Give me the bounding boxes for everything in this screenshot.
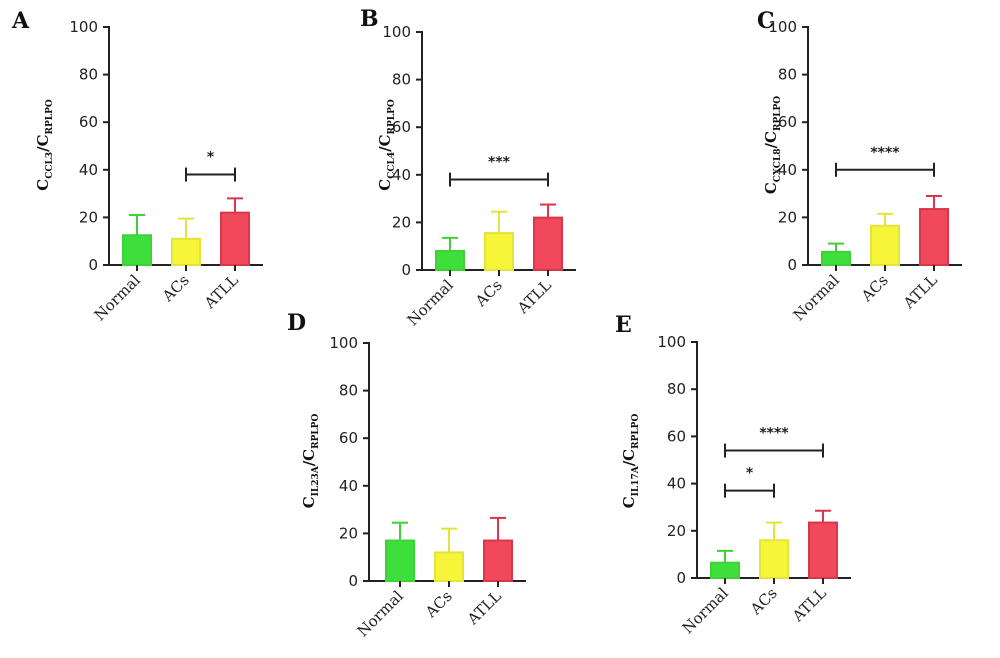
x-tick-label-d-acs: ACs [421, 587, 456, 622]
significance-bracket-b-1: *** [449, 155, 549, 187]
x-tick-label-b-atll: ATLL [513, 276, 555, 318]
y-tick-label-b-100: 100 [382, 23, 411, 41]
y-tick-label-e-80: 80 [667, 380, 686, 398]
panel-d: D CIL23A/CRPLPO 0 20 40 60 80 100 Normal ACs ATLL [287, 310, 526, 640]
panel-c: C CCXCL8/CRPLPO 0 20 40 60 80 100 Normal ACs ATLL *… [757, 8, 962, 324]
x-tick-label-b-normal: Normal [404, 276, 457, 329]
x-tick-label-a-acs: ACs [158, 271, 193, 306]
panel-b: B CCCL4/CRPLPO 0 20 40 60 80 100 Normal ACs ATLL **… [360, 6, 576, 329]
y-axis-label-e: CIL17A/CRPLPO [620, 414, 641, 509]
bar-d-normal [385, 539, 415, 582]
panel-letter-c: C [757, 8, 775, 34]
significance-stars-c-1: **** [870, 145, 900, 161]
y-tick-label-b-40: 40 [392, 166, 411, 184]
panel-a: A CCCL3/CRPLPO 0 20 40 60 80 100 Normal ACs ATLL * [11, 8, 263, 324]
bar-c-acs [870, 224, 900, 266]
x-tick-label-a-atll: ATLL [200, 271, 242, 313]
bar-d-atll [483, 539, 513, 582]
x-tick-label-c-normal: Normal [790, 271, 843, 324]
x-tick-label-d-normal: Normal [354, 587, 407, 640]
y-axis-label-c: CCXCL8/CRPLPO [762, 96, 783, 194]
y-tick-label-e-20: 20 [667, 522, 686, 540]
significance-stars-e-2: * [746, 466, 754, 482]
bar-c-atll [919, 208, 949, 267]
y-tick-label-c-60: 60 [778, 113, 797, 131]
y-tick-label-e-40: 40 [667, 475, 686, 493]
significance-stars-b-1: *** [488, 155, 511, 171]
x-tick-label-a-normal: Normal [91, 271, 144, 324]
y-axis-label-a: CCCL3/CRPLPO [34, 99, 55, 191]
bar-b-normal [435, 249, 465, 272]
significance-stars-e-1: **** [759, 426, 789, 442]
y-tick-label-c-0: 0 [787, 256, 797, 274]
significance-bracket-c-1: **** [835, 145, 935, 177]
y-tick-label-d-60: 60 [339, 429, 358, 447]
panel-letter-b: B [360, 6, 379, 32]
significance-bracket-e-2: * [724, 466, 775, 498]
y-tick-label-d-0: 0 [348, 572, 358, 590]
bar-a-atll [220, 211, 250, 266]
y-axis-label-b: CCCL4/CRPLPO [376, 99, 397, 191]
y-tick-label-e-60: 60 [667, 427, 686, 445]
y-tick-label-a-40: 40 [79, 161, 98, 179]
y-tick-label-d-80: 80 [339, 382, 358, 400]
bar-d-acs [434, 551, 464, 583]
x-tick-label-d-atll: ATLL [463, 587, 505, 629]
y-tick-label-d-20: 20 [339, 524, 358, 542]
x-tick-label-c-acs: ACs [857, 271, 892, 306]
x-tick-label-b-acs: ACs [471, 276, 506, 311]
bar-c-normal [821, 250, 851, 267]
bar-e-acs [759, 539, 789, 579]
significance-bracket-e-1: **** [724, 426, 824, 458]
y-tick-label-e-0: 0 [676, 569, 686, 587]
panel-letter-d: D [287, 310, 306, 336]
y-tick-label-b-60: 60 [392, 118, 411, 136]
x-tick-label-e-normal: Normal [679, 584, 732, 637]
bar-e-atll [808, 521, 838, 579]
x-tick-label-e-acs: ACs [746, 584, 781, 619]
y-tick-label-a-0: 0 [88, 256, 98, 274]
y-tick-label-c-40: 40 [778, 161, 797, 179]
y-tick-label-a-80: 80 [79, 66, 98, 84]
y-tick-label-a-100: 100 [69, 18, 98, 36]
y-tick-label-a-60: 60 [79, 113, 98, 131]
significance-stars-a-1: * [207, 150, 215, 166]
y-tick-label-c-100: 100 [768, 18, 797, 36]
y-tick-label-d-100: 100 [329, 334, 358, 352]
significance-bracket-a-1: * [185, 150, 236, 182]
x-tick-label-e-atll: ATLL [788, 584, 830, 626]
bar-b-atll [533, 216, 563, 271]
y-tick-label-e-100: 100 [657, 333, 686, 351]
bar-a-acs [171, 237, 201, 267]
bar-a-normal [122, 234, 152, 266]
y-tick-label-d-40: 40 [339, 477, 358, 495]
panel-e: E CIL17A/CRPLPO 0 20 40 60 80 100 Normal ACs ATLL *… [615, 312, 851, 637]
bar-e-normal [710, 561, 740, 579]
y-tick-label-a-20: 20 [79, 208, 98, 226]
y-tick-label-b-20: 20 [392, 213, 411, 231]
y-tick-label-c-20: 20 [778, 208, 797, 226]
panel-letter-e: E [615, 312, 632, 338]
bar-b-acs [484, 232, 514, 271]
y-tick-label-b-0: 0 [401, 261, 411, 279]
y-tick-label-b-80: 80 [392, 71, 411, 89]
y-axis-label-d: CIL23A/CRPLPO [300, 414, 321, 509]
panel-letter-a: A [11, 8, 30, 34]
y-tick-label-c-80: 80 [778, 66, 797, 84]
x-tick-label-c-atll: ATLL [899, 271, 941, 313]
